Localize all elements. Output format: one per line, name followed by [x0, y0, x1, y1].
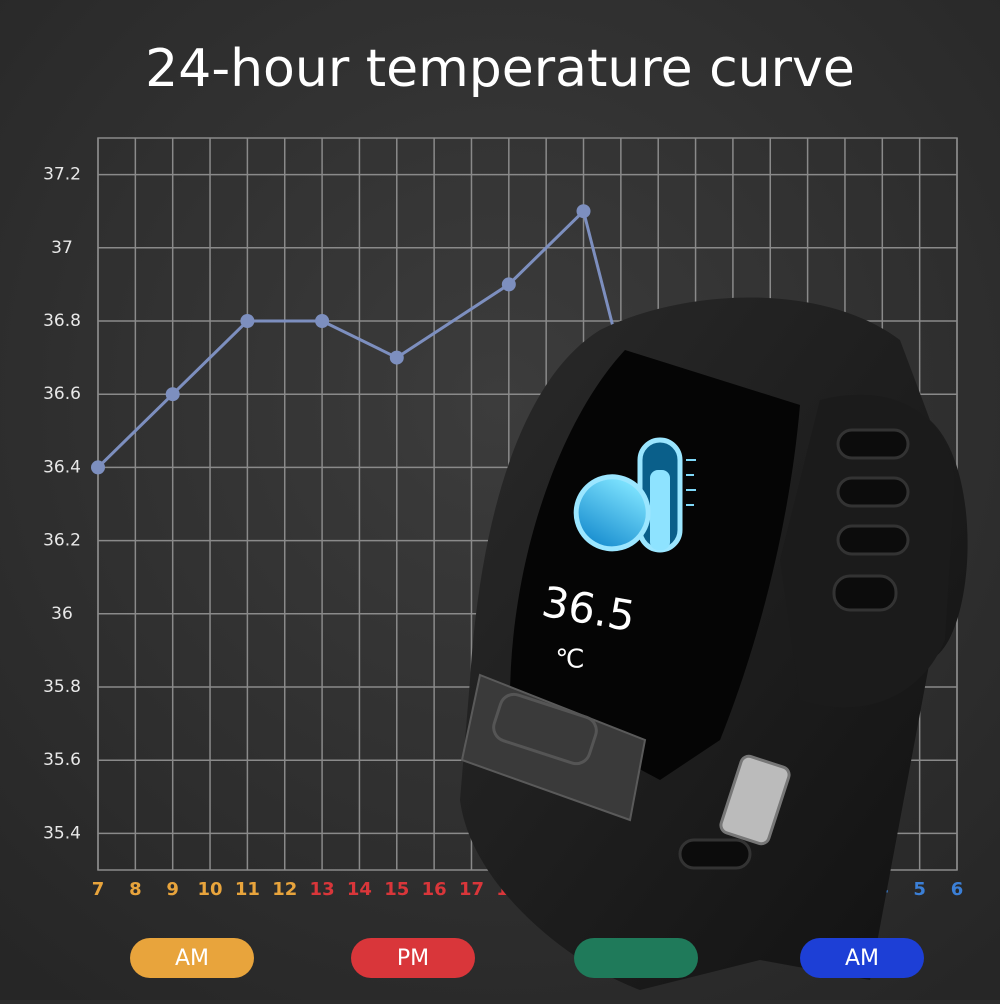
x-tick-label: 11	[235, 879, 260, 900]
x-tick-label: 16	[422, 879, 447, 900]
legend-pill	[574, 938, 698, 978]
series-line	[96, 208, 623, 469]
legend-pill	[130, 938, 254, 978]
x-tick-label: 5	[913, 879, 926, 900]
x-tick-label: 17	[459, 879, 484, 900]
y-tick-label: 36	[51, 604, 73, 624]
y-tick-label: 35.4	[43, 823, 81, 843]
data-point	[165, 387, 180, 402]
y-tick-label: 36.6	[43, 384, 81, 404]
thermometer	[573, 437, 696, 553]
legend: AM PM AM	[130, 938, 924, 978]
x-tick-label: 15	[384, 879, 409, 900]
y-tick-label: 36.8	[43, 311, 81, 331]
y-tick-label: 36.2	[43, 531, 81, 551]
data-point	[576, 204, 591, 219]
chart-title: 24-hour temperature curve	[145, 39, 855, 99]
clasp	[719, 754, 791, 846]
x-tick-label: 8	[129, 879, 142, 900]
legend-pill	[351, 938, 475, 978]
y-tick-label: 37.2	[43, 165, 81, 185]
x-tick-label: 13	[310, 879, 335, 900]
legend-pill	[800, 938, 924, 978]
data-point	[315, 314, 330, 328]
x-tick-label: 12	[272, 879, 297, 900]
button-outline	[492, 692, 598, 766]
y-tick-label: 37	[51, 238, 73, 258]
data-point	[389, 350, 404, 365]
legend-label: AM	[175, 946, 209, 971]
x-tick-label: 14	[347, 879, 372, 900]
watch-unit: ℃	[555, 645, 584, 675]
y-tick-label: 36.4	[43, 457, 81, 477]
legend-label: PM	[397, 946, 429, 971]
strap-holes	[678, 428, 910, 870]
watch-screen	[510, 350, 800, 780]
legend-label: AM	[845, 946, 879, 971]
y-tick-label: 35.8	[43, 677, 81, 697]
x-tick-label: 7	[92, 879, 105, 900]
data-point	[240, 314, 255, 328]
watch: 36.5 ℃	[460, 297, 968, 990]
x-tick-label: 6	[951, 879, 964, 900]
x-tick-label: 10	[198, 879, 223, 900]
data-point	[501, 277, 516, 292]
y-tick-label: 35.6	[43, 750, 81, 770]
data-point	[91, 460, 105, 475]
x-tick-label: 9	[166, 879, 179, 900]
